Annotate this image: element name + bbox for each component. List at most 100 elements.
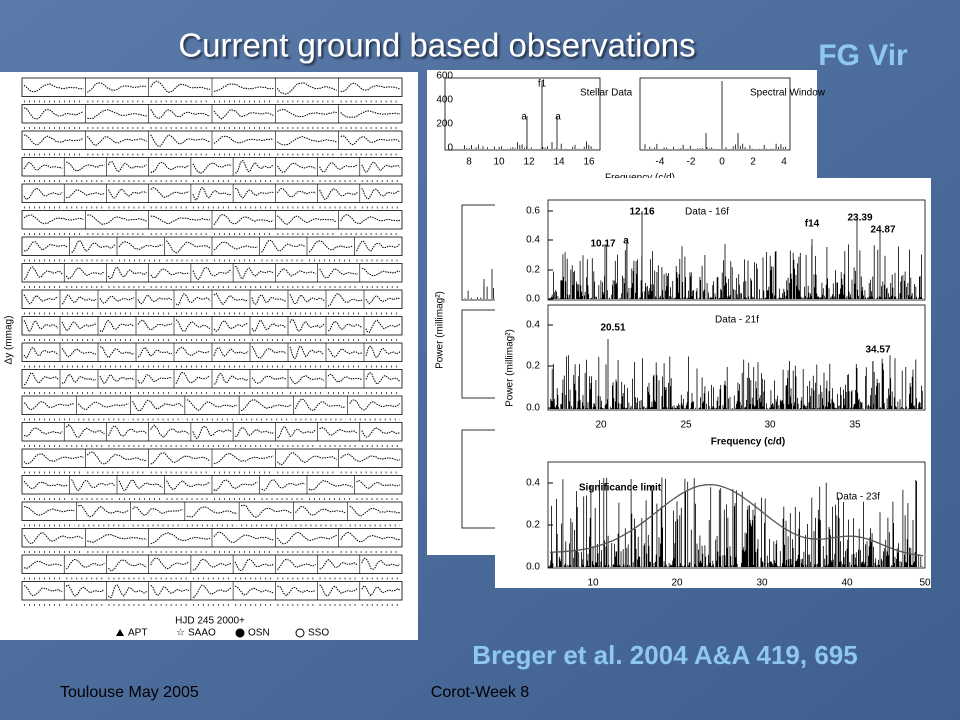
light-curve [340, 214, 401, 225]
light-curve [294, 398, 346, 411]
light-curve [327, 348, 362, 358]
light-curve [77, 401, 129, 410]
light-curve [23, 214, 84, 225]
light-curve [150, 268, 190, 279]
light-curve [65, 161, 105, 172]
legend-symbol [116, 629, 124, 636]
light-curve [319, 584, 359, 597]
light-curve [99, 295, 135, 304]
light-curve [192, 162, 232, 174]
light-curve [107, 161, 147, 173]
light-curve [23, 187, 63, 201]
light-curve [150, 532, 211, 545]
legend-label: SAAO [188, 628, 216, 639]
light-curve [108, 584, 148, 599]
light-curve [234, 187, 274, 199]
light-curve [87, 534, 147, 543]
periodogram-figure: Power (millimag²) Frequency (c/d) 0.0 0.2… [495, 178, 931, 589]
light-curve [23, 401, 75, 411]
light-curve [186, 399, 238, 411]
light-curve [235, 427, 274, 437]
curve-row [21, 581, 403, 601]
curve-row [21, 422, 403, 442]
light-curve [107, 188, 147, 199]
plot-frame [547, 199, 926, 301]
light-curve [65, 584, 105, 597]
y-tick-label: 0.4 [526, 478, 540, 489]
curve-row [21, 263, 403, 283]
light-curve [23, 347, 59, 359]
light-curve [327, 292, 363, 307]
y-tick-label: 0.4 [526, 320, 540, 331]
light-curve [23, 453, 84, 465]
x-tick-label: 50 [919, 578, 931, 589]
light-curve [213, 531, 274, 543]
light-curve [175, 371, 211, 385]
light-curve [61, 321, 97, 332]
light-curve [276, 82, 337, 95]
light-curve [340, 135, 401, 146]
light-curve [23, 241, 68, 252]
light-curve [150, 215, 211, 225]
light-curve [175, 319, 211, 332]
light-curve [319, 559, 358, 570]
light-curve [71, 240, 116, 253]
x-tick-label: -4 [656, 157, 665, 168]
x-axis-label: Frequency (c/d) [711, 437, 785, 448]
spectrum [549, 477, 923, 567]
light-curve [295, 505, 346, 516]
light-curve-figure: Δy (mmag) HJD 245 2000+ APT ☆ SAAO OSN SSO [0, 72, 418, 640]
y-axis-label: Power (millimag²) [505, 329, 516, 407]
curve-row [21, 157, 403, 177]
light-curve [175, 346, 211, 357]
annotation: a [623, 236, 629, 247]
spectrum [549, 339, 923, 409]
panel-label: Stellar Data [580, 88, 633, 99]
y-tick-label: 600 [436, 71, 453, 82]
light-curve [99, 319, 135, 333]
light-curve [65, 423, 105, 438]
light-curve [361, 584, 401, 597]
annotation: 23.39 [847, 213, 872, 224]
light-curve [276, 268, 316, 277]
light-curve [277, 585, 316, 597]
light-curve [192, 187, 232, 201]
light-curve [276, 452, 337, 466]
light-curve [240, 399, 292, 412]
light-curve [23, 294, 59, 305]
y-tick-label: 0.0 [526, 562, 540, 573]
light-curve [276, 215, 337, 225]
light-curve [87, 214, 147, 226]
y-tick-label: 0.0 [526, 294, 540, 305]
panel-label: Data - 21f [715, 315, 759, 326]
annotation: 24.87 [870, 225, 895, 236]
light-curve [261, 239, 306, 253]
light-curve [356, 240, 401, 252]
light-curve [61, 294, 97, 305]
y-tick-label: 0.6 [526, 206, 540, 217]
annotation: Significance limit [579, 483, 662, 494]
light-curve [361, 187, 400, 200]
light-curve [132, 399, 184, 412]
annotation: 34.57 [865, 345, 890, 356]
y-axis-label: Power (millimag²) [435, 291, 446, 369]
light-curve [65, 559, 105, 570]
legend-symbol: ☆ [176, 628, 185, 639]
light-curve [319, 162, 358, 173]
light-curve [289, 318, 325, 332]
legend-symbol [235, 628, 245, 638]
light-curve [23, 560, 63, 569]
x-tick-label: 35 [849, 420, 861, 431]
legend-symbol [295, 628, 305, 638]
x-tick-label: 10 [493, 157, 505, 168]
light-curve [340, 453, 401, 462]
light-curve [23, 372, 59, 386]
light-curve [23, 161, 63, 171]
annotation: 12.16 [629, 207, 654, 218]
x-tick-label: 20 [595, 420, 607, 431]
annotation: f1 [538, 79, 547, 90]
curve-row [21, 183, 403, 203]
plot-frame [547, 304, 926, 411]
x-tick-label: 2 [750, 157, 756, 168]
light-curve [118, 241, 163, 250]
